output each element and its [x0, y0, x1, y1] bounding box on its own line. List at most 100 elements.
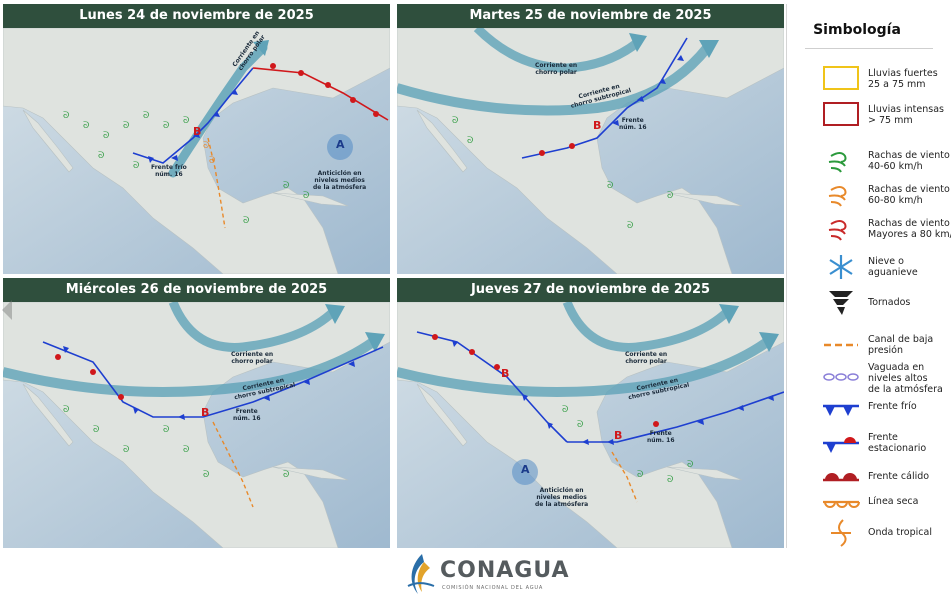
warm-front-icon [823, 473, 859, 482]
jet-polar [562, 302, 731, 352]
svg-text:ᘐ: ᘐ [123, 445, 129, 455]
jet-stream [168, 43, 268, 178]
stationary-front [252, 67, 389, 121]
panel-title: Jueves 27 de noviembre de 2025 [397, 278, 784, 302]
legend-label: Vaguada en niveles altos de la atmósfera [868, 362, 943, 395]
legend-panel: Simbología Lluvias fuertes 25 a 75 mm Ll… [786, 4, 951, 548]
label-a-high: A [336, 138, 345, 151]
svg-text:ᘐ: ᘐ [183, 116, 189, 126]
svg-text:ᘐ: ᘐ [203, 141, 209, 151]
map-panel-monday: Lunes 24 de noviembre de 2025 ᘐ ᘐ ᘐ ᘐ ᘐ ᘐ ᘐ ᘐ ᘐ ᘐ… [3, 4, 390, 274]
legend-label: Canal de baja presión [868, 334, 934, 356]
legend-label: Línea seca [868, 496, 919, 507]
svg-text:ᘐ: ᘐ [143, 111, 149, 121]
svg-text:ᘐ: ᘐ [83, 121, 89, 131]
label-b-low-north: B [501, 367, 510, 380]
label-front: Frente núm. 16 [233, 408, 261, 422]
svg-text:ᘐ: ᘐ [667, 191, 673, 201]
svg-text:ᘐ: ᘐ [163, 425, 169, 435]
panel-title: Martes 25 de noviembre de 2025 [397, 4, 784, 28]
svg-text:ᘐ: ᘐ [203, 470, 209, 480]
legend-label: Lluvias fuertes 25 a 75 mm [868, 68, 938, 90]
label-jet-polar: Corriente en chorro polar [231, 351, 274, 365]
brand-name: CONAGUA [440, 558, 570, 583]
cold-front [567, 391, 784, 443]
svg-text:ᘐ: ᘐ [123, 121, 129, 131]
svg-text:ᘐ: ᘐ [63, 111, 69, 121]
trough [212, 421, 254, 508]
conagua-logo-icon [407, 554, 435, 594]
land-cuba [272, 192, 349, 207]
label-front: Frente frío núm. 16 [151, 164, 187, 178]
label-front: Frente núm. 16 [619, 117, 647, 131]
svg-text:ᘐ: ᘐ [667, 475, 673, 485]
trough [611, 451, 638, 503]
jet-subtropical [3, 337, 376, 397]
purple-dashed-ovals-icon [823, 373, 859, 381]
jet-subtropical [397, 44, 711, 116]
svg-text:ᘐ: ᘐ [243, 216, 249, 226]
stationary-front-north [416, 331, 568, 443]
svg-text:ᘐ: ᘐ [183, 445, 189, 455]
land-north-america [3, 28, 390, 274]
carousel-prev-arrow[interactable] [2, 300, 12, 320]
green-wind-gust-icon [828, 152, 847, 173]
brand-subtitle: COMISIÓN NACIONAL DEL AGUA [442, 585, 544, 591]
svg-text:ᘐ: ᘐ [637, 470, 643, 480]
label-b-low: B [193, 125, 202, 138]
legend-label: Frente estacionario [868, 432, 927, 454]
svg-text:ᘐ: ᘐ [103, 131, 109, 141]
svg-text:ᘐ: ᘐ [452, 116, 458, 126]
svg-text:ᘐ: ᘐ [467, 136, 473, 146]
legend-title: Simbología [813, 22, 901, 38]
map-panel-wednesday: Miércoles 26 de noviembre de 2025 ᘐ ᘐ ᘐ ᘐ ᘐ ᘐ… [3, 278, 390, 548]
legend-divider [805, 48, 933, 49]
jet-subtropical [397, 337, 770, 397]
legend-label: Nieve o aguanieve [868, 256, 918, 278]
label-a-high: A [521, 463, 530, 476]
svg-text:ᘐ: ᘐ [562, 405, 568, 415]
legend-label: Rachas de viento 40-60 km/h [868, 150, 950, 172]
weather-map: ᘐ ᘐ ᘐ ᘐ ᘐ ᘐ ᘐ [3, 302, 390, 548]
svg-text:ᘐ: ᘐ [303, 191, 309, 201]
svg-text:ᘐ: ᘐ [577, 420, 583, 430]
yellow-rectangle-icon [823, 66, 859, 90]
panel-title: Lunes 24 de noviembre de 2025 [3, 4, 390, 28]
red-wind-gust-icon [828, 220, 847, 241]
label-b-low: B [593, 119, 602, 132]
tropical-wave-icon [831, 519, 851, 547]
legend-label: Frente frío [868, 401, 917, 412]
label-anticyclone: Anticiclón en niveles medios de la atmós… [535, 487, 589, 508]
label-jet-polar: Corriente en chorro polar [625, 351, 668, 365]
svg-text:ᘐ: ᘐ [163, 121, 169, 131]
tornado-icon [829, 291, 853, 315]
orange-wind-gust-icon [828, 186, 847, 207]
svg-text:ᘐ: ᘐ [627, 221, 633, 231]
svg-text:ᘐ: ᘐ [63, 405, 69, 415]
trough [207, 137, 226, 229]
jet-polar [473, 28, 640, 73]
stationary-front-icon [823, 437, 859, 453]
legend-label: Onda tropical [868, 527, 932, 538]
legend-label: Rachas de viento 60-80 km/h [868, 184, 950, 206]
label-b-low: B [201, 406, 210, 419]
svg-text:ᘐ: ᘐ [607, 181, 613, 191]
dashed-orange-line-icon [824, 343, 858, 347]
snowflake-icon [829, 255, 853, 279]
panel-title: Miércoles 26 de noviembre de 2025 [3, 278, 390, 302]
label-jet-polar: Corriente en chorro polar [535, 62, 578, 76]
label-front: Frente núm. 16 [647, 430, 675, 444]
cold-front-icon [823, 404, 859, 416]
land-baja [22, 109, 74, 173]
legend-label: Rachas de viento Mayores a 80 km/h [868, 218, 951, 240]
label-b-low-gulf: B [614, 429, 623, 442]
svg-text:ᘐ: ᘐ [283, 181, 289, 191]
svg-text:ᘐ: ᘐ [93, 425, 99, 435]
svg-text:ᘐ: ᘐ [133, 161, 139, 171]
jet-polar [168, 302, 337, 352]
